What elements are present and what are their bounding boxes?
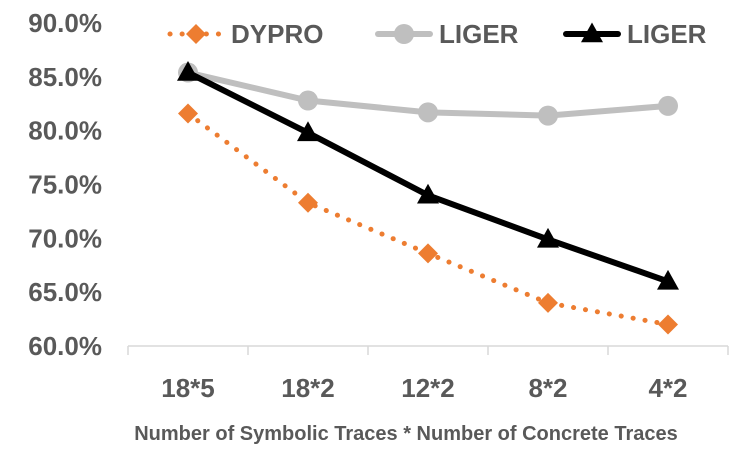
data-point-marker <box>657 269 679 290</box>
data-point-marker <box>538 105 558 126</box>
data-point-marker <box>538 292 558 313</box>
data-point-marker <box>417 183 439 204</box>
data-point-marker <box>418 243 438 264</box>
series-2 <box>178 62 678 126</box>
legend-marker <box>581 22 603 43</box>
series-line <box>185 110 671 327</box>
data-point-marker <box>178 103 198 124</box>
data-point-marker <box>297 121 319 142</box>
y-tick-label: 60.0% <box>28 331 102 361</box>
data-point-marker <box>658 95 678 116</box>
legend-item: LIGER <box>563 19 707 49</box>
x-tick-label: 18*2 <box>281 373 335 403</box>
y-tick-label: 65.0% <box>28 277 102 307</box>
series-1 <box>178 103 678 335</box>
legend-marker <box>394 24 414 44</box>
x-tick-label: 4*2 <box>648 373 687 403</box>
legend-item: DYPRO <box>167 19 323 49</box>
x-axis-title: Number of Symbolic Traces * Number of Co… <box>134 423 678 445</box>
series-layer <box>177 60 679 335</box>
data-point-marker <box>537 227 559 248</box>
data-point-marker <box>177 60 199 81</box>
y-tick-label: 80.0% <box>28 116 102 146</box>
x-tick-label: 12*2 <box>401 373 455 403</box>
legend-marker <box>186 24 206 44</box>
series-3 <box>177 60 679 290</box>
y-tick-label: 90.0% <box>28 8 102 38</box>
y-axis-ticks: 60.0% 65.0% 70.0% 75.0% 80.0% 85.0% 90.0% <box>28 8 102 361</box>
y-tick-label: 85.0% <box>28 62 102 92</box>
y-tick-label: 70.0% <box>28 223 102 253</box>
legend-label: LIGER <box>627 19 707 49</box>
legend-label: DYPRO <box>231 19 323 49</box>
y-tick-label: 75.0% <box>28 170 102 200</box>
x-tick-label: 18*5 <box>161 373 215 403</box>
data-point-marker <box>298 192 318 213</box>
data-point-marker <box>298 90 318 111</box>
legend-item: LIGER <box>375 19 519 49</box>
data-point-marker <box>658 314 678 335</box>
data-point-marker <box>418 102 438 123</box>
x-tick-label: 8*2 <box>528 373 567 403</box>
x-axis-ticks: 18*5 18*2 12*2 8*2 4*2 <box>127 346 729 403</box>
legend: DYPRO LIGER LIGER <box>167 19 707 49</box>
legend-label: LIGER <box>439 19 519 49</box>
